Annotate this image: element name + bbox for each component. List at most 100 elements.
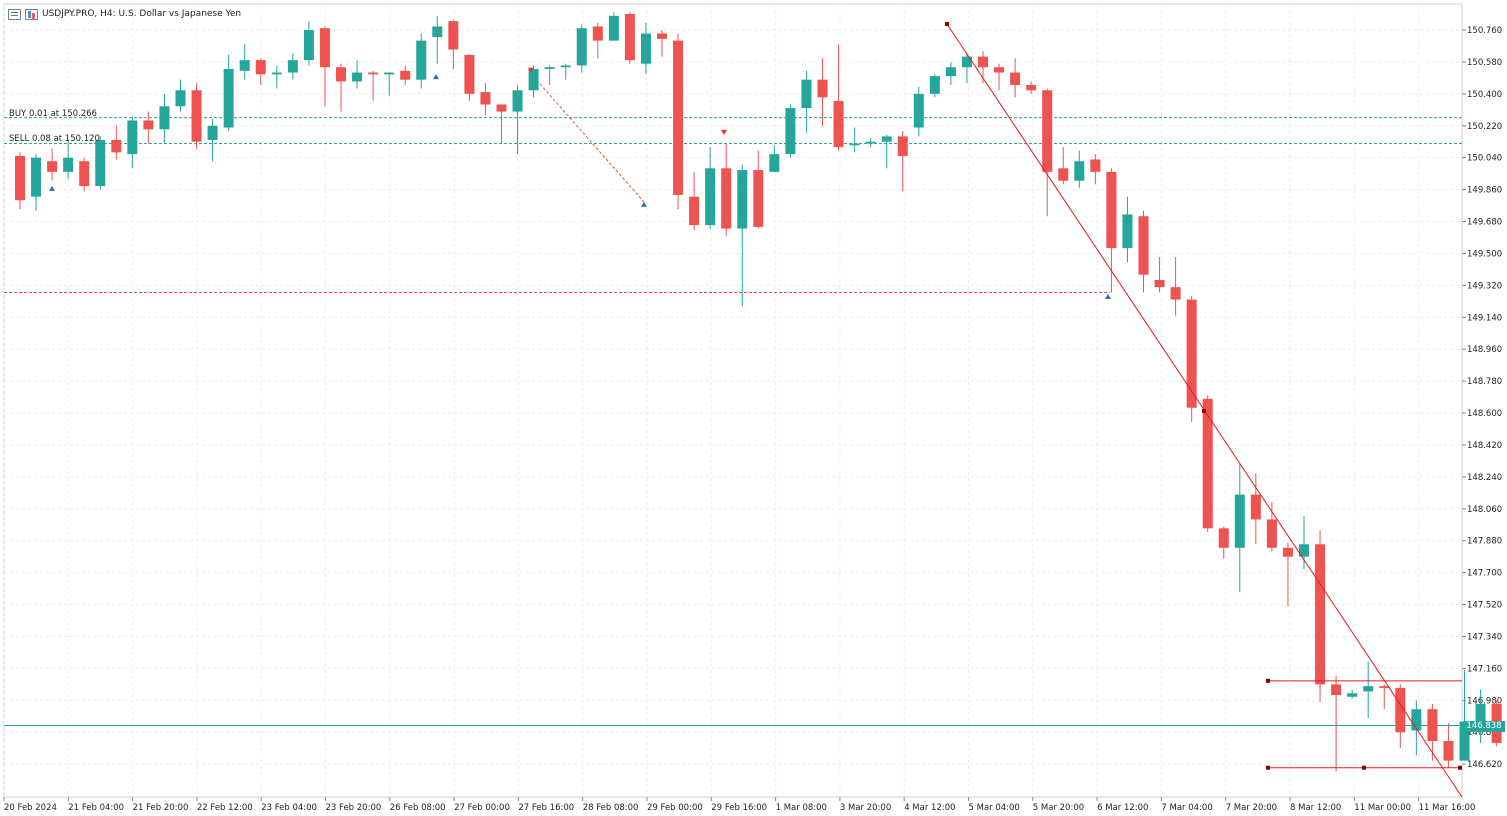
y-tick-label: 149.140	[1467, 313, 1502, 323]
candle-body	[1154, 280, 1165, 288]
candle-body	[1443, 741, 1454, 761]
candle-body	[47, 161, 58, 172]
candle-body	[897, 136, 908, 156]
y-tick-label: 150.580	[1467, 58, 1502, 68]
x-tick-label: 23 Feb 20:00	[326, 803, 382, 813]
candle-body	[945, 67, 956, 77]
candle-body	[1170, 287, 1181, 300]
y-tick-label: 150.220	[1467, 122, 1502, 132]
candle-body	[1026, 84, 1037, 91]
candle-body	[1250, 494, 1261, 520]
candle-body	[640, 33, 651, 64]
y-tick-label: 150.400	[1467, 90, 1502, 100]
candle-body	[881, 136, 892, 142]
candle-body	[705, 168, 716, 226]
x-tick-label: 21 Feb 20:00	[133, 803, 189, 813]
range-box-handle[interactable]	[1362, 765, 1366, 770]
candle-body	[1058, 168, 1069, 181]
buy-arrow-icon	[641, 201, 647, 207]
candle-body	[480, 92, 491, 105]
candle-body	[319, 28, 330, 68]
trade-history-line	[529, 72, 645, 203]
y-tick-label: 148.780	[1467, 377, 1502, 387]
candle-body	[63, 157, 74, 172]
sell-order-label[interactable]: SELL 0.08 at 150.120	[9, 134, 100, 144]
plot-area[interactable]	[3, 3, 1463, 798]
candle-body	[1395, 687, 1406, 733]
candle-body	[303, 30, 314, 61]
candle-body	[1090, 159, 1101, 172]
x-tick-label: 28 Feb 08:00	[583, 803, 639, 813]
candle-body	[496, 104, 507, 112]
candle-body	[143, 120, 154, 130]
candle-body	[737, 170, 748, 229]
candle-body	[127, 120, 138, 155]
candle-body	[223, 69, 234, 128]
chart-type-icon[interactable]	[8, 8, 21, 20]
candle-body	[753, 170, 764, 227]
range-box-handle[interactable]	[1458, 765, 1462, 770]
indicator-icon[interactable]	[25, 8, 38, 20]
candle-body	[352, 72, 363, 82]
candle-body	[961, 56, 972, 68]
x-tick-label: 1 Mar 08:00	[776, 803, 827, 813]
trendline-handle[interactable]	[1202, 409, 1206, 413]
candle-body	[1379, 686, 1390, 688]
range-box-handle[interactable]	[1266, 765, 1270, 770]
candle-body	[416, 40, 427, 80]
candle-body	[1363, 686, 1374, 692]
candle-body	[432, 26, 443, 38]
candle-body	[801, 79, 812, 109]
candle-body	[592, 26, 603, 41]
buy-arrow-icon	[1105, 294, 1111, 299]
current-price-tag: 146.838	[1463, 721, 1505, 732]
candle-body	[608, 15, 619, 41]
candle-body	[1347, 693, 1358, 697]
y-tick-label: 150.040	[1467, 154, 1502, 164]
sell-arrow-icon	[528, 67, 534, 73]
candle-body	[544, 67, 555, 70]
candle-body	[384, 72, 395, 75]
y-tick-label: 148.420	[1467, 441, 1502, 451]
candle-body	[1427, 709, 1438, 742]
candle-body	[464, 54, 475, 94]
buy-order-label[interactable]: BUY 0.01 at 150.266	[9, 109, 97, 119]
x-tick-label: 23 Feb 04:00	[261, 803, 317, 813]
candle-body	[1315, 544, 1326, 685]
candle-body	[1042, 90, 1053, 172]
buy-arrow-icon	[433, 74, 439, 80]
y-tick-label: 149.500	[1467, 249, 1502, 259]
y-tick-label: 147.700	[1467, 569, 1502, 579]
x-tick-label: 5 Mar 04:00	[969, 803, 1020, 813]
chart-header: USDJPY.PRO, H4: U.S. Dollar vs Japanese …	[8, 6, 241, 22]
candle-body	[1475, 703, 1486, 722]
candle-body	[287, 60, 298, 73]
trendline-handle[interactable]	[945, 22, 949, 26]
y-tick-label: 148.240	[1467, 473, 1502, 483]
candle-body	[624, 14, 635, 61]
x-tick-label: 11 Mar 16:00	[1419, 803, 1476, 813]
range-box-handle[interactable]	[1266, 678, 1270, 683]
symbol-title: USDJPY.PRO, H4: U.S. Dollar vs Japanese …	[42, 9, 242, 19]
sell-arrow-icon	[721, 129, 727, 135]
candle-body	[111, 139, 122, 153]
x-tick-label: 7 Mar 04:00	[1161, 803, 1212, 813]
candle-body	[1106, 171, 1117, 249]
candle-body	[913, 93, 924, 128]
candle-body	[769, 154, 780, 172]
candle-body	[560, 65, 571, 68]
candle-body	[255, 60, 266, 75]
x-tick-label: 26 Feb 08:00	[390, 803, 446, 813]
y-tick-label: 148.600	[1467, 409, 1502, 419]
candle-body	[1218, 528, 1229, 548]
y-tick-label: 147.520	[1467, 601, 1502, 611]
candle-body	[865, 141, 876, 144]
candle-body	[978, 56, 988, 68]
y-tick-label: 147.160	[1467, 664, 1502, 674]
candle-body	[1411, 709, 1422, 731]
buy-arrow-icon	[49, 185, 55, 191]
x-tick-label: 6 Mar 12:00	[1097, 803, 1148, 813]
y-tick-label: 147.880	[1467, 537, 1502, 547]
